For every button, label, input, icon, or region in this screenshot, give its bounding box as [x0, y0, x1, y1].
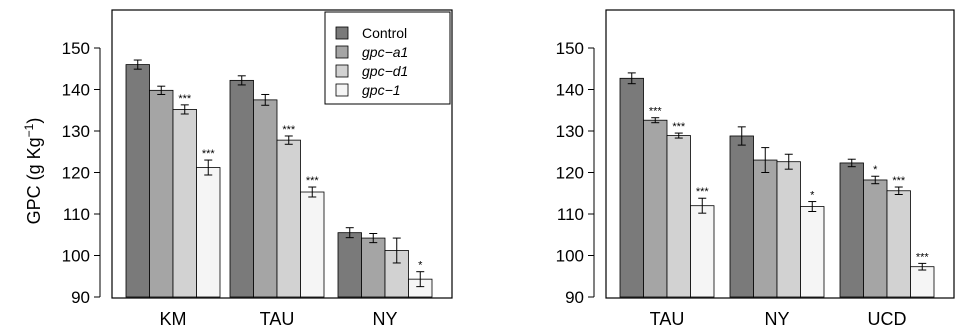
- bar-km-3: [196, 167, 221, 298]
- bar-ny-2: [776, 161, 801, 298]
- legend-label-control: Control: [362, 25, 407, 41]
- y-axis-right: 90 100 110 120 130 140 150: [556, 39, 595, 307]
- bar-ucd-0: [839, 162, 864, 298]
- legend-label-gpc-a1: gpc−a1: [362, 44, 408, 60]
- y-axis-title-main: GPC (g Kg: [24, 137, 44, 224]
- bar-km-0: [125, 64, 150, 298]
- y-axis-title: GPC (g Kg−1): [22, 118, 44, 225]
- y-tick-label: 100: [556, 247, 584, 266]
- bar-tau-3: [300, 191, 325, 298]
- y-tick-label: 110: [63, 205, 90, 224]
- legend-label-gpc-d1: gpc−d1: [362, 63, 408, 79]
- bar-km-2: [172, 109, 197, 298]
- bar-km-1: [149, 89, 174, 298]
- significance-label: ***: [178, 93, 192, 105]
- bar-tau-2: [666, 135, 691, 298]
- x-category-label: NY: [372, 309, 397, 329]
- bar-ucd-1: [863, 179, 888, 298]
- y-axis-left: 90 100 110 120 130 140 150: [62, 39, 101, 307]
- y-tick-label: 140: [62, 81, 90, 100]
- bar-ucd-3: [910, 266, 935, 298]
- bar-tau-0: [229, 79, 254, 298]
- x-category-label: UCD: [868, 309, 907, 329]
- significance-label: ***: [916, 251, 930, 263]
- y-tick-label: 90: [71, 288, 90, 307]
- bar-tau-1: [643, 119, 668, 298]
- y-axis-title-superscript: −1: [22, 123, 36, 137]
- legend-swatch-gpc-d1: [335, 64, 349, 78]
- legend-swatch-gpc-1: [335, 83, 349, 97]
- y-tick-label: 90: [565, 288, 584, 307]
- x-category-label: KM: [160, 309, 187, 329]
- significance-label: *: [810, 190, 815, 202]
- legend: Control gpc−a1 gpc−d1 gpc−1: [324, 11, 451, 105]
- bars-left: *************: [125, 59, 433, 298]
- y-tick-label: 110: [557, 205, 584, 224]
- y-tick-label: 120: [556, 164, 584, 183]
- bar-tau-1: [253, 99, 278, 298]
- significance-label: ***: [696, 186, 710, 198]
- bar-tau-0: [619, 77, 644, 298]
- significance-label: ***: [649, 106, 663, 118]
- significance-label: *: [418, 260, 423, 272]
- bar-ny-1: [753, 159, 778, 298]
- legend-swatch-gpc-a1: [335, 45, 349, 59]
- y-tick-label: 130: [62, 122, 90, 141]
- y-tick-label: 120: [62, 164, 90, 183]
- bar-tau-3: [690, 205, 715, 298]
- bar-ny-0: [337, 232, 362, 298]
- bar-ny-3: [800, 206, 825, 298]
- y-tick-label: 130: [556, 122, 584, 141]
- significance-label: ***: [892, 175, 906, 187]
- legend-swatch-control: [335, 26, 349, 40]
- x-category-label: NY: [764, 309, 789, 329]
- significance-label: ***: [672, 121, 686, 133]
- y-tick-label: 150: [556, 39, 584, 58]
- x-category-label: TAU: [260, 309, 295, 329]
- bar-tau-2: [276, 139, 301, 298]
- x-category-label: TAU: [650, 309, 685, 329]
- x-axis-right: TAU NY UCD: [650, 309, 907, 329]
- significance-label: ***: [306, 175, 320, 187]
- legend-label-gpc-1: gpc−1: [362, 82, 401, 98]
- plot-frame-right: [605, 9, 955, 299]
- y-tick-label: 100: [62, 247, 90, 266]
- plot-frame-left: [111, 9, 453, 299]
- y-tick-label: 150: [62, 39, 90, 58]
- bar-ny-1: [361, 237, 386, 298]
- y-tick-label: 140: [556, 81, 584, 100]
- bar-ucd-2: [886, 190, 911, 298]
- x-axis-left: KM TAU NY: [160, 309, 398, 329]
- y-axis-title-end: ): [24, 118, 44, 124]
- significance-label: ***: [282, 124, 296, 136]
- significance-label: *: [873, 164, 878, 176]
- significance-label: ***: [202, 148, 216, 160]
- bar-ny-0: [729, 135, 754, 298]
- bars-right: ********* ********: [619, 72, 935, 298]
